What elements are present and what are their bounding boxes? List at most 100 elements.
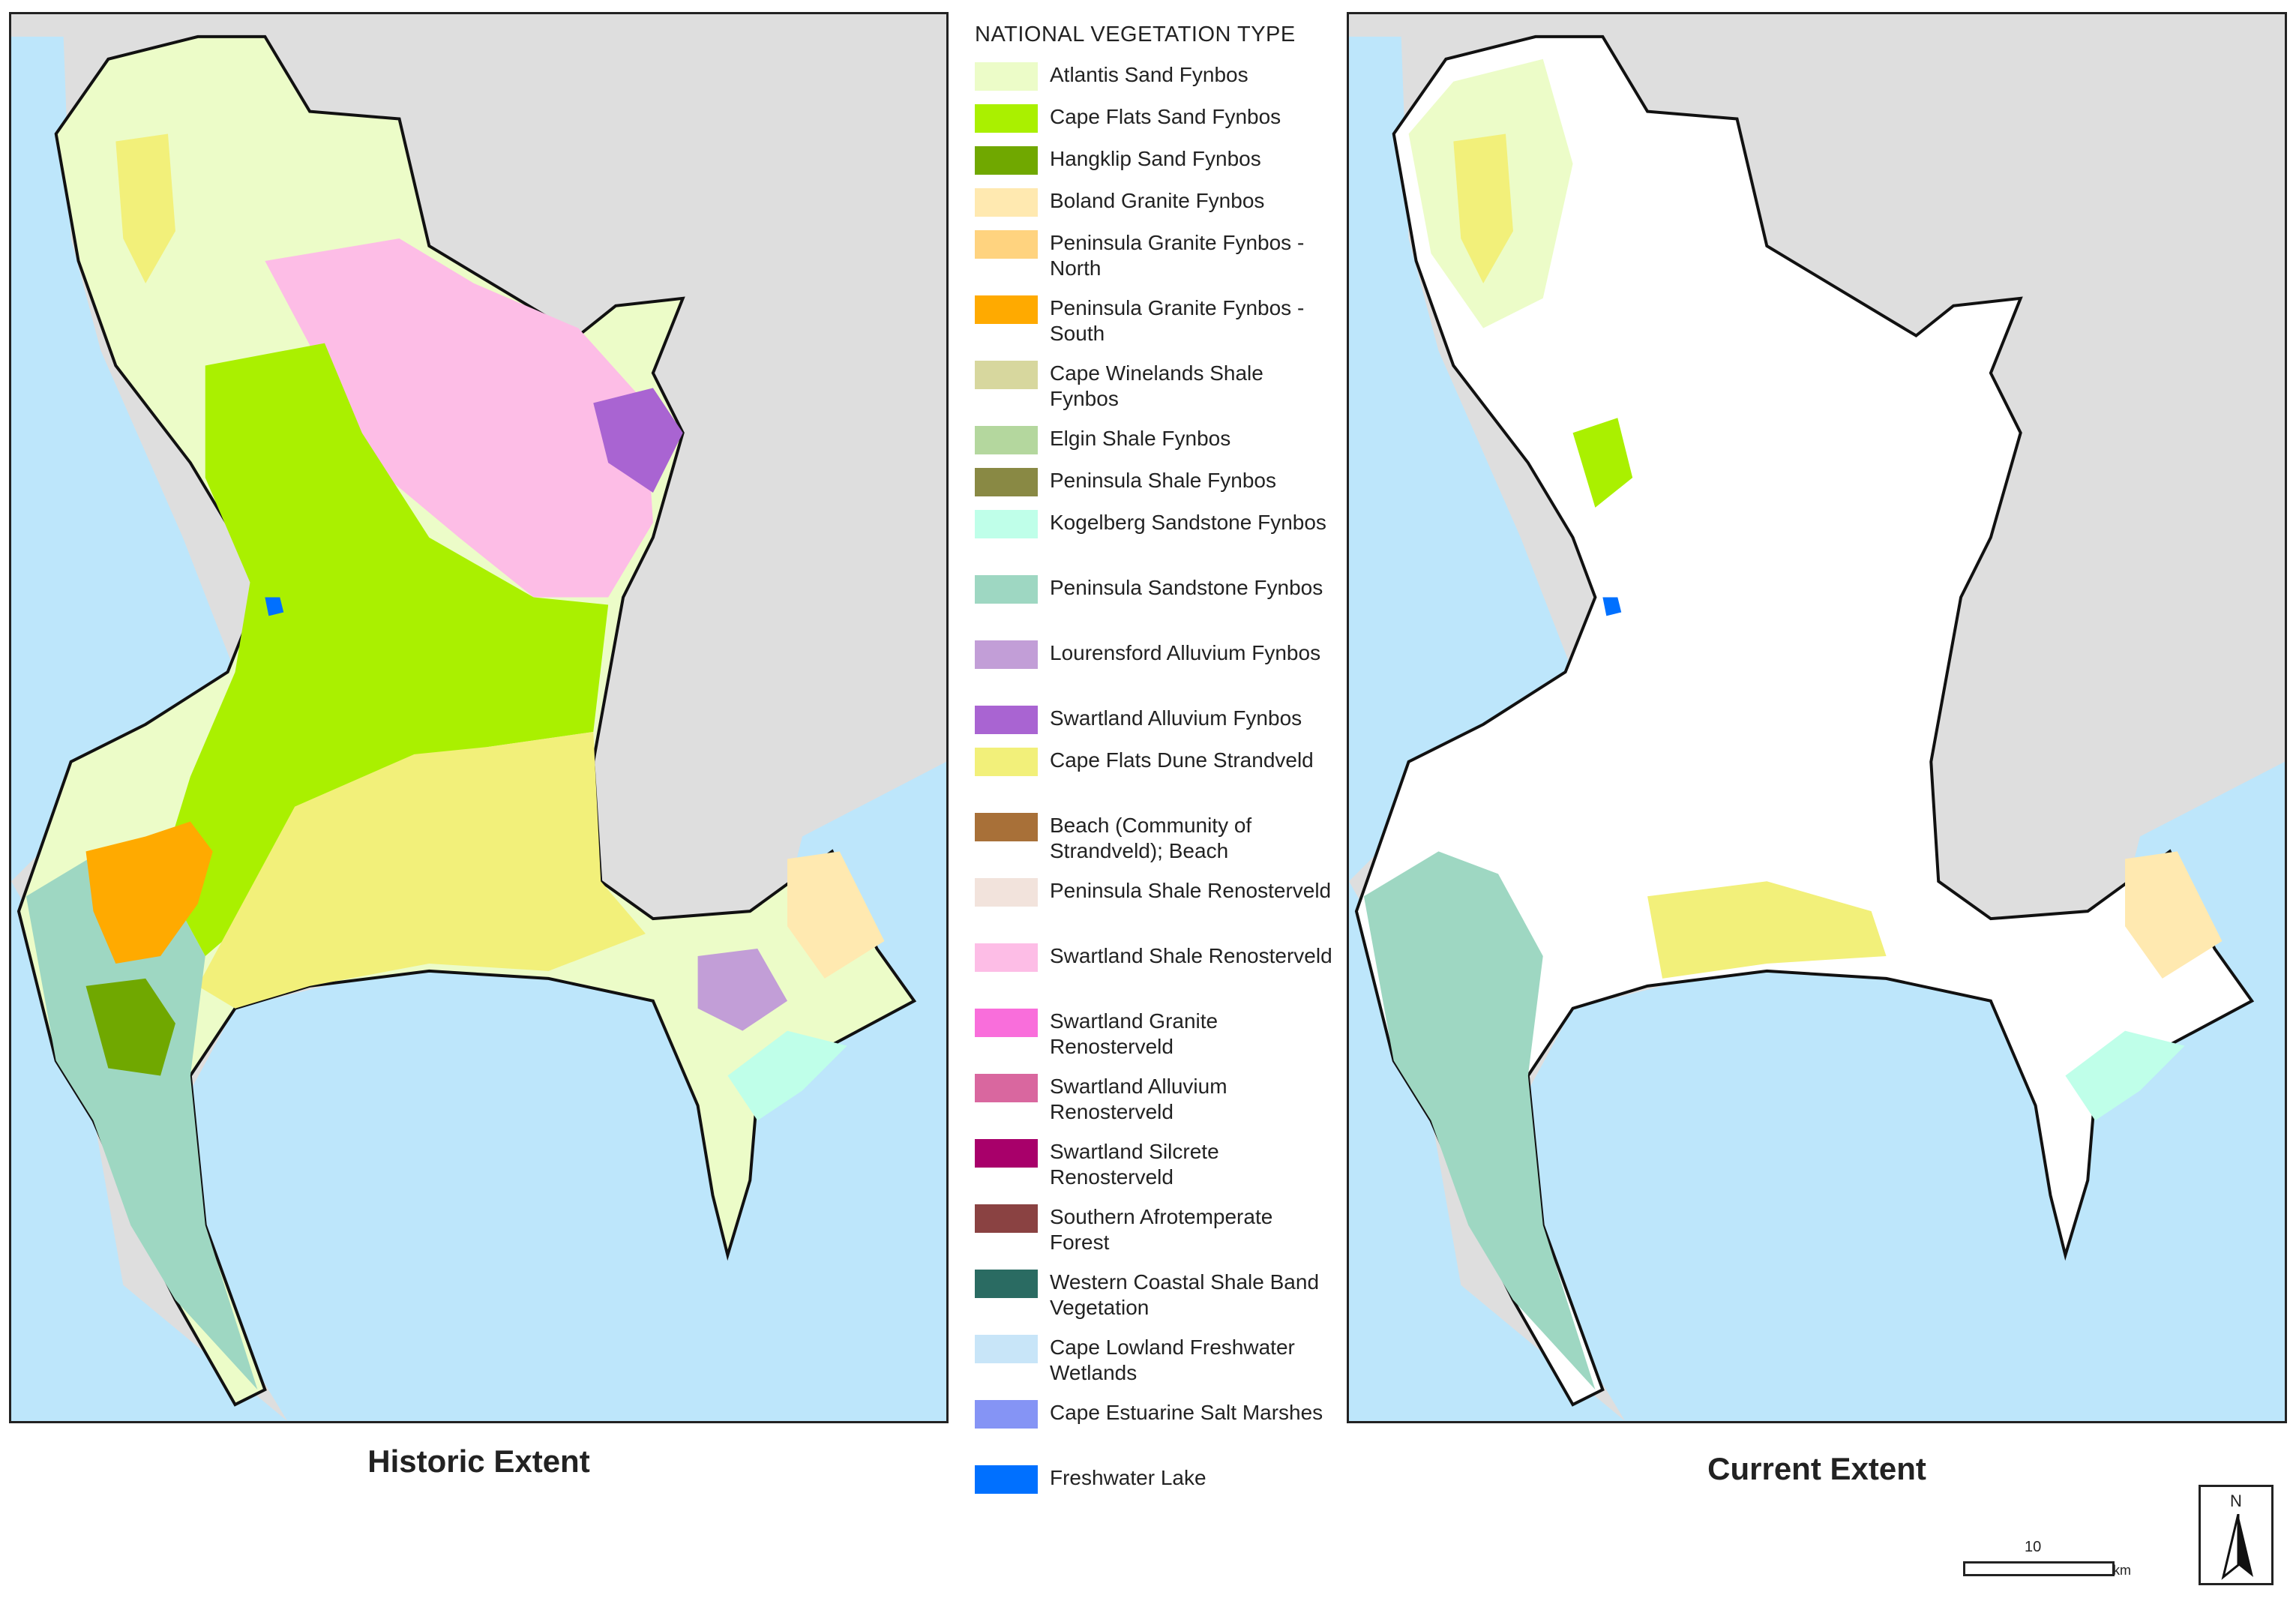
remnant-cape-flats-dune-strandveld: [1453, 133, 1513, 283]
legend-item: Western Coastal Shale Band Vegetation: [975, 1270, 1342, 1335]
legend-label: Peninsula Shale Renosterveld: [1050, 879, 1332, 902]
legend-label: Southern Afrotemperate Forest: [1050, 1205, 1273, 1254]
legend-label: Cape Lowland Freshwater Wetlands: [1050, 1336, 1295, 1384]
legend-swatch: [975, 146, 1038, 175]
remnant-kogelberg-sandstone-fynbos: [2065, 1030, 2185, 1121]
cape-flats-dune-strandveld-west: [115, 133, 175, 283]
legend-label: Western Coastal Shale Band Vegetation: [1050, 1270, 1320, 1319]
legend-item: Peninsula Shale Renosterveld: [975, 878, 1342, 943]
legend-item: Swartland Silcrete Renosterveld: [975, 1139, 1342, 1204]
sea-west: [1349, 36, 1573, 882]
legend-swatch: [975, 640, 1038, 669]
cape-flats-sand-fynbos: [160, 343, 609, 956]
legend-item: Swartland Alluvium Fynbos: [975, 706, 1342, 748]
legend-label: Freshwater Lake: [1050, 1466, 1206, 1489]
legend-item: Swartland Shale Renosterveld: [975, 943, 1342, 1009]
legend-label: Swartland Shale Renosterveld: [1050, 944, 1332, 967]
legend-item: Peninsula Granite Fynbos - North: [975, 230, 1342, 295]
lourensford-alluvium-fynbos: [697, 949, 788, 1031]
cape-flats-dune-strandveld: [197, 731, 646, 1009]
legend-item: Kogelberg Sandstone Fynbos: [975, 510, 1342, 575]
vegetation-legend: NATIONAL VEGETATION TYPE Atlantis Sand F…: [975, 22, 1342, 1507]
legend-label: Peninsula Granite Fynbos - South: [1050, 296, 1305, 345]
legend-label: Cape Winelands Shale Fynbos: [1050, 361, 1263, 410]
freshwater-lake: [1602, 597, 1622, 616]
legend-label: Peninsula Granite Fynbos - North: [1050, 231, 1305, 280]
sea-bay: [11, 881, 946, 1421]
legend-item: Swartland Alluvium Renosterveld: [975, 1074, 1342, 1139]
legend-label: Elgin Shale Fynbos: [1050, 427, 1231, 450]
legend-label: Kogelberg Sandstone Fynbos: [1050, 511, 1326, 534]
legend-item: Beach (Community of Strandveld); Beach: [975, 813, 1342, 878]
legend-swatch: [975, 230, 1038, 259]
north-arrow-icon: [2221, 1514, 2253, 1580]
current-extent-title: Current Extent: [1707, 1451, 1926, 1486]
legend-label: Peninsula Shale Fynbos: [1050, 469, 1276, 492]
historic-extent-map: [9, 12, 949, 1423]
cape-town-land: [1354, 34, 2255, 1407]
legend-swatch: [975, 813, 1038, 841]
historic-map-svg: [11, 34, 946, 1421]
current-extent-map: [1347, 12, 2287, 1423]
legend-label: Boland Granite Fynbos: [1050, 189, 1265, 212]
legend-item: Atlantis Sand Fynbos: [975, 62, 1342, 104]
legend-items: Atlantis Sand Fynbos Cape Flats Sand Fynb…: [975, 62, 1342, 1507]
legend-item: Cape Flats Sand Fynbos: [975, 104, 1342, 146]
boland-granite-fynbos: [787, 851, 885, 979]
legend-swatch: [975, 1009, 1038, 1037]
legend-label: Cape Flats Sand Fynbos: [1050, 105, 1281, 128]
historic-extent-title: Historic Extent: [367, 1444, 590, 1479]
legend-swatch: [975, 295, 1038, 324]
legend-item: Cape Estuarine Salt Marshes: [975, 1400, 1342, 1465]
legend-swatch: [975, 748, 1038, 776]
sea-bay: [1349, 881, 2285, 1421]
legend-swatch: [975, 878, 1038, 907]
legend-item: Elgin Shale Fynbos: [975, 426, 1342, 468]
legend-item: Boland Granite Fynbos: [975, 188, 1342, 230]
north-label: N: [2230, 1492, 2242, 1510]
scale-bar-value: 10: [2025, 1539, 2042, 1555]
legend-swatch: [975, 1465, 1038, 1494]
legend-item: Lourensford Alluvium Fynbos: [975, 640, 1342, 706]
legend-label: Swartland Alluvium Renosterveld: [1050, 1075, 1227, 1123]
legend-label: Lourensford Alluvium Fynbos: [1050, 641, 1321, 664]
legend-label: Cape Flats Dune Strandveld: [1050, 748, 1314, 772]
remnant-cape-flats-sand-fynbos: [1572, 418, 1633, 508]
scale-bar-unit: km: [2113, 1563, 2131, 1578]
legend-label: Atlantis Sand Fynbos: [1050, 63, 1248, 86]
remnant-peninsula-sandstone-fynbos: [1363, 851, 1596, 1390]
legend-item: Peninsula Shale Fynbos: [975, 468, 1342, 510]
legend-item: Peninsula Sandstone Fynbos: [975, 575, 1342, 640]
hangklip-sand-fynbos: [85, 978, 175, 1076]
kogelberg-sandstone-fynbos: [727, 1030, 847, 1121]
legend-label: Cape Estuarine Salt Marshes: [1050, 1401, 1323, 1424]
legend-swatch: [975, 575, 1038, 604]
current-map-svg: [1349, 34, 2285, 1421]
legend-label: Hangklip Sand Fynbos: [1050, 147, 1261, 170]
legend-swatch: [975, 1270, 1038, 1298]
swartland-shale-renosterveld: [265, 238, 653, 598]
legend-label: Swartland Silcrete Renosterveld: [1050, 1140, 1219, 1189]
legend-label: Peninsula Sandstone Fynbos: [1050, 576, 1323, 599]
legend-item: Swartland Granite Renosterveld: [975, 1009, 1342, 1074]
legend-swatch: [975, 104, 1038, 133]
legend-swatch: [975, 706, 1038, 734]
legend-swatch: [975, 1074, 1038, 1102]
freshwater-lake: [265, 597, 284, 616]
legend-item: Southern Afrotemperate Forest: [975, 1204, 1342, 1270]
legend-swatch: [975, 943, 1038, 972]
legend-title: NATIONAL VEGETATION TYPE: [975, 22, 1296, 46]
legend-label: Beach (Community of Strandveld); Beach: [1050, 814, 1252, 862]
legend-swatch: [975, 62, 1038, 91]
legend-swatch: [975, 1204, 1038, 1233]
legend-swatch: [975, 468, 1038, 496]
legend-item: Cape Winelands Shale Fynbos: [975, 361, 1342, 426]
remnant-boland-granite-fynbos: [2125, 851, 2223, 979]
remnant-strandveld-south: [1647, 881, 1887, 979]
scale-bar-rule: [1963, 1561, 2115, 1576]
legend-item: Hangklip Sand Fynbos: [975, 146, 1342, 188]
legend-swatch: [975, 1139, 1038, 1168]
legend-item: Peninsula Granite Fynbos - South: [975, 295, 1342, 361]
legend-swatch: [975, 361, 1038, 389]
legend-swatch: [975, 1400, 1038, 1429]
